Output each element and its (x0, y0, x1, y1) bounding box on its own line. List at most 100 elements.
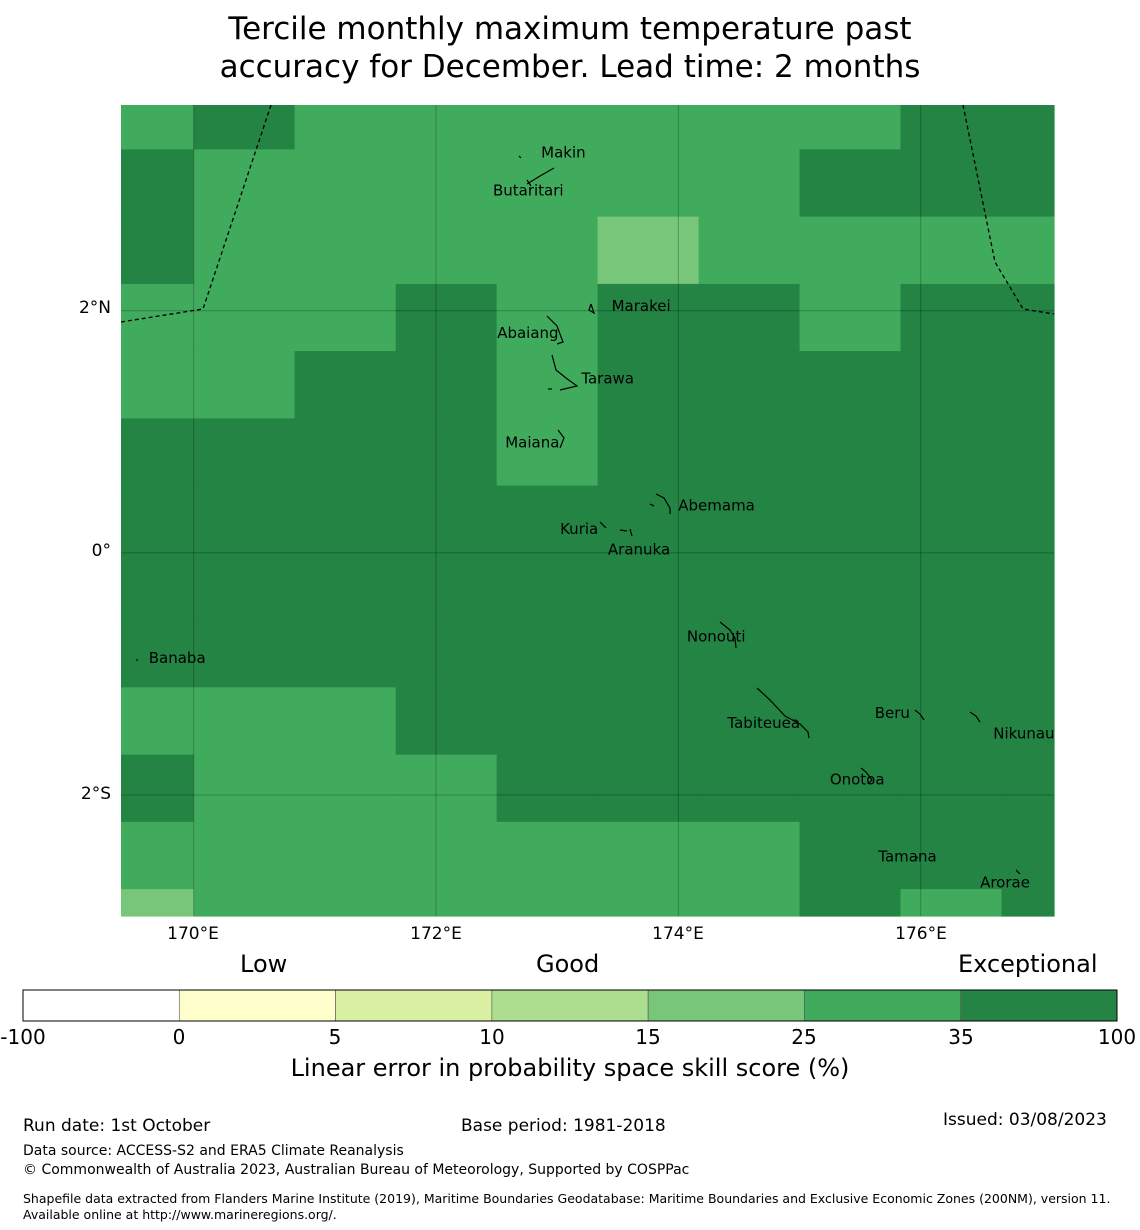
colorbar-tick: 15 (635, 1025, 661, 1049)
run-date: Run date: 1st October (23, 1116, 211, 1136)
island-outline (1015, 869, 1021, 875)
skill-cell (496, 283, 599, 352)
skill-cell (496, 418, 599, 487)
skill-cell (698, 418, 801, 487)
skill-cell (900, 889, 1003, 917)
skill-grid-cells (121, 105, 1055, 917)
skill-cell (900, 418, 1003, 487)
skill-cell (698, 105, 801, 151)
place-label-onotoa: Onotoa (830, 771, 885, 789)
island-outline (546, 315, 564, 345)
skill-cell (193, 149, 296, 218)
island-outline (551, 354, 579, 391)
skill-cell (121, 821, 195, 890)
skill-cell (193, 418, 296, 487)
island-outline (860, 767, 873, 785)
skill-cell (496, 821, 599, 890)
skill-cell (1001, 620, 1055, 688)
shapefile-credit: Shapefile data extracted from Flanders M… (23, 1191, 1111, 1222)
skill-cell (121, 149, 195, 218)
skill-cell (698, 754, 801, 823)
skill-cell (193, 687, 296, 756)
skill-cell (121, 889, 195, 917)
lat-label-0: 0° (91, 541, 111, 561)
skill-cell (597, 283, 700, 352)
place-label-abaiang: Abaiang (497, 324, 558, 342)
skill-cell (294, 620, 397, 688)
issued-date: Issued: 03/08/2023 (943, 1110, 1107, 1130)
skill-cell (698, 687, 801, 756)
skill-cell (294, 821, 397, 890)
skill-cell (294, 485, 397, 554)
island-outline (588, 303, 596, 315)
skill-cell (799, 754, 902, 823)
skill-cell (395, 754, 498, 823)
skill-cell (799, 149, 902, 218)
skill-cell (395, 283, 498, 352)
skill-cell (121, 216, 195, 285)
category-label-good: Good (536, 950, 600, 978)
island-outline (557, 429, 565, 449)
island-outline (619, 529, 628, 532)
skill-cell (294, 754, 397, 823)
skill-cell (1001, 149, 1055, 218)
skill-cell (193, 889, 296, 917)
place-label-abemama: Abemama (678, 496, 755, 514)
island-outline (655, 493, 671, 514)
skill-cell (900, 552, 1003, 621)
skill-cell (900, 149, 1003, 218)
skill-cell (597, 889, 700, 917)
colorbar (22, 989, 1118, 1022)
skill-cell (395, 620, 498, 688)
skill-cell (1001, 754, 1055, 823)
colorbar-tick: 35 (948, 1025, 974, 1049)
skill-cell (294, 552, 397, 621)
skill-cell (395, 105, 498, 151)
place-label-nikunau: Nikunau (993, 724, 1054, 742)
island-outline (518, 155, 522, 159)
skill-cell (294, 351, 397, 419)
skill-cell (799, 687, 902, 756)
data-source: Data source: ACCESS-S2 and ERA5 Climate … (23, 1143, 404, 1159)
skill-cell (121, 485, 195, 554)
skill-cell (193, 351, 296, 419)
place-label-kuria: Kuria (560, 520, 598, 538)
skill-cell (1001, 485, 1055, 554)
island-outline (599, 521, 607, 529)
place-label-maiana: Maiana (505, 434, 559, 452)
skill-cell (698, 620, 801, 688)
skill-cell (395, 821, 498, 890)
skill-cell (1001, 687, 1055, 756)
lat-label-2s: 2°S (80, 784, 111, 804)
skill-cell (193, 552, 296, 621)
lon-label-170e: 170°E (167, 924, 219, 944)
skill-cell (294, 149, 397, 218)
island-outline (649, 503, 655, 507)
skill-cell (294, 418, 397, 487)
skill-cell (121, 552, 195, 621)
skill-cell (900, 105, 1003, 151)
skill-cell (1001, 351, 1055, 419)
skill-cell (698, 283, 801, 352)
skill-cell (294, 105, 397, 151)
skill-cell (597, 754, 700, 823)
skill-cell (121, 351, 195, 419)
skill-cell (698, 216, 801, 285)
skill-cell (1001, 105, 1055, 151)
skill-cell (496, 485, 599, 554)
skill-cell (799, 105, 902, 151)
skill-cell (193, 620, 296, 688)
skill-cell (395, 149, 498, 218)
skill-cell (597, 105, 700, 151)
skill-cell (799, 821, 902, 890)
chart-title-line-1: Tercile monthly maximum temperature past (228, 11, 912, 47)
category-label-low: Low (240, 950, 288, 978)
skill-cell (395, 889, 498, 917)
island-outline (756, 687, 810, 739)
skill-cell (193, 821, 296, 890)
skill-cell (799, 351, 902, 419)
colorbar-segment (491, 989, 649, 1022)
place-label-banaba: Banaba (149, 649, 206, 667)
place-label-arorae: Arorae (980, 874, 1030, 892)
